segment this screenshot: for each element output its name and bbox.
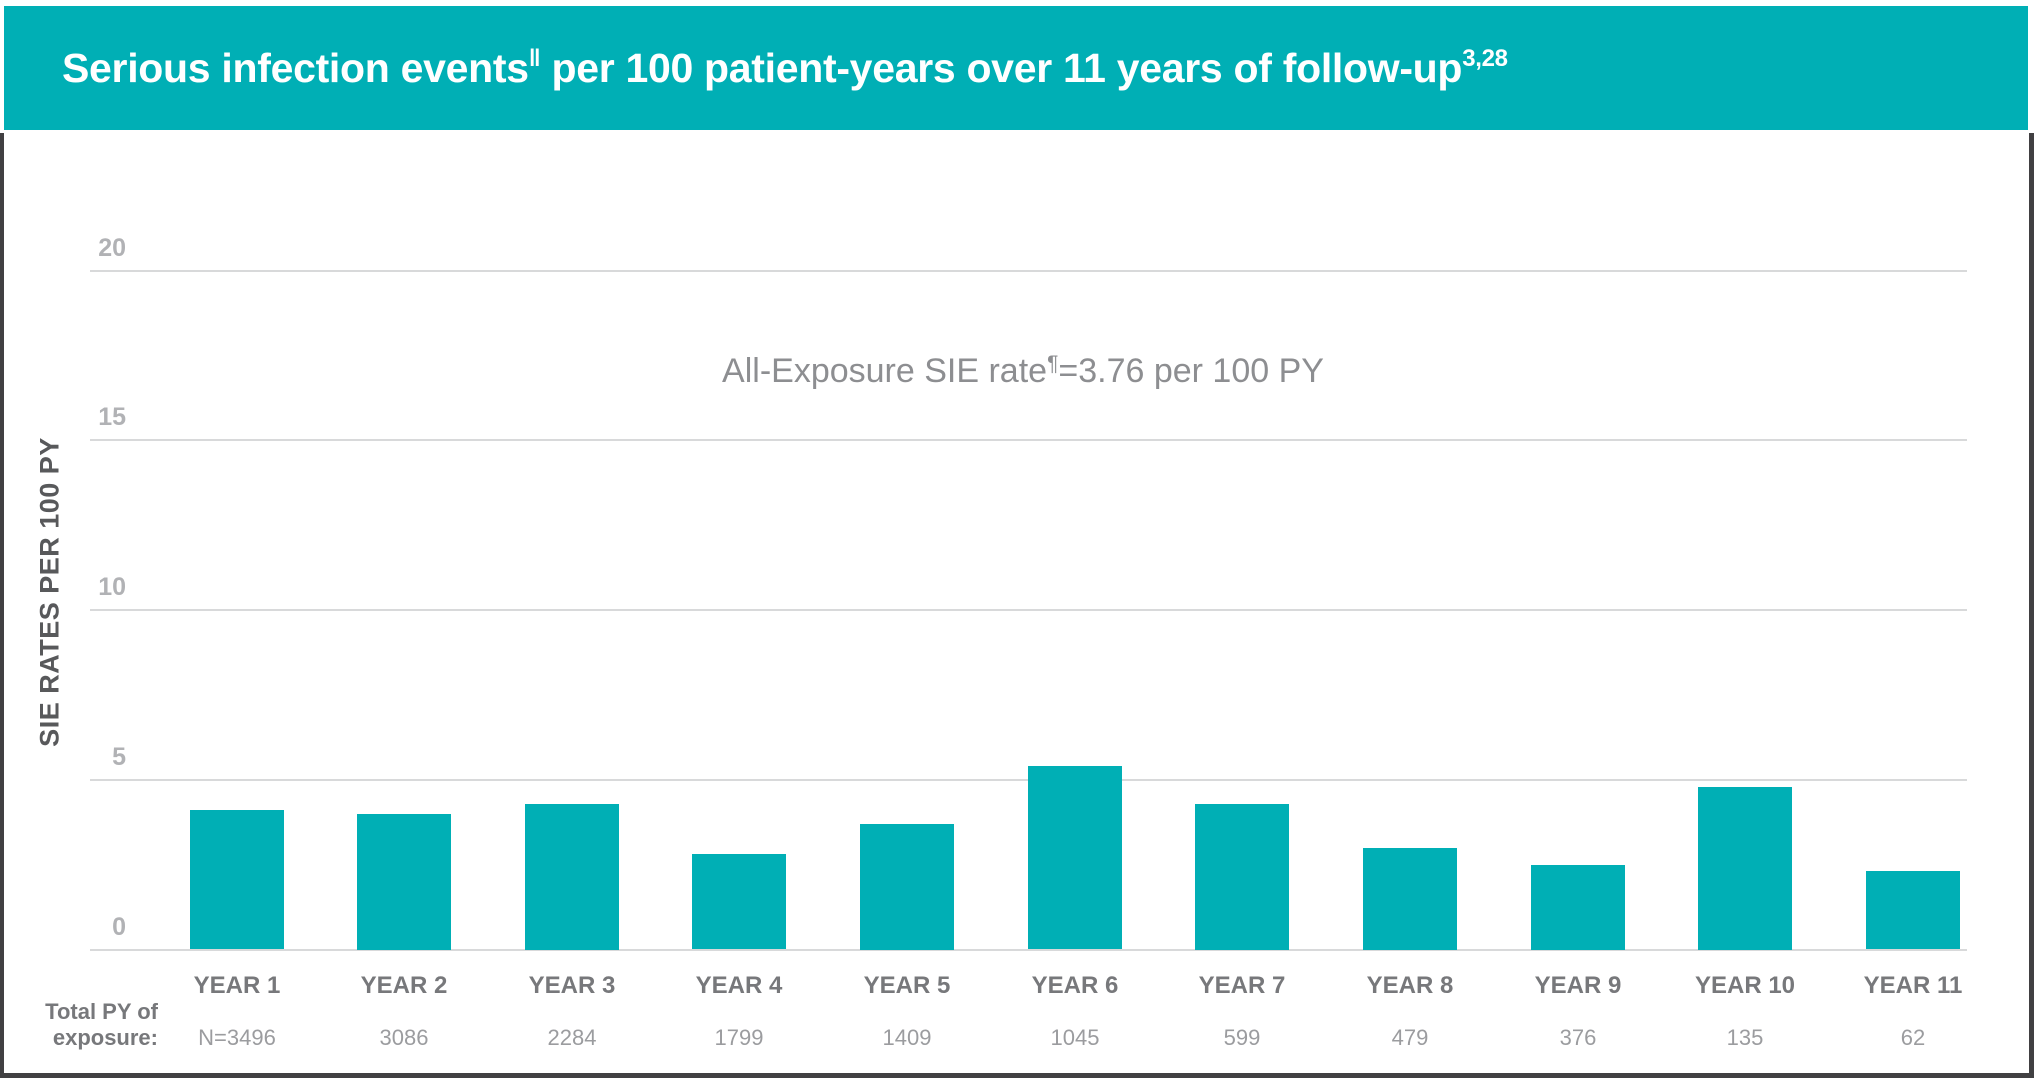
x-label-year-8: YEAR 8: [1366, 972, 1454, 999]
bar-year-7: [1195, 804, 1289, 950]
x-label-year-7: YEAR 7: [1198, 972, 1286, 999]
exposure-value-year-11: 62: [1900, 1025, 1926, 1050]
gridline-y-10: [90, 609, 1967, 611]
exposure-value-year-9: 376: [1559, 1025, 1597, 1050]
bar-year-2: [357, 814, 451, 950]
x-label-year-3: YEAR 3: [528, 972, 616, 999]
exposure-value-year-7: 599: [1223, 1025, 1261, 1050]
frame-border-bottom: [0, 1073, 2034, 1078]
x-label-year-10: YEAR 10: [1694, 972, 1796, 999]
x-label-year-9: YEAR 9: [1534, 972, 1622, 999]
exposure-value-year-3: 2284: [547, 1025, 597, 1050]
exposure-value-year-6: 1045: [1050, 1025, 1100, 1050]
exposure-row-label-line1: Total PY of: [45, 999, 158, 1024]
y-tick-label-15: 15: [98, 403, 126, 431]
exposure-row-label: Total PY of exposure:: [0, 999, 158, 1051]
annotation-superscript-pilcrow: ¶: [1047, 352, 1059, 375]
bar-year-3: [525, 804, 619, 950]
bar-year-8: [1363, 848, 1457, 950]
y-tick-label-5: 5: [112, 743, 126, 771]
exposure-value-year-2: 3086: [379, 1025, 429, 1050]
all-exposure-annotation: All-Exposure SIE rate¶=3.76 per 100 PY: [623, 352, 1423, 391]
x-label-year-5: YEAR 5: [863, 972, 951, 999]
exposure-value-year-1: N=3496: [198, 1025, 276, 1050]
title-superscript-dagger: ‖: [528, 44, 541, 72]
frame-border-right: [2029, 133, 2034, 1078]
x-label-year-1: YEAR 1: [193, 972, 281, 999]
y-tick-label-20: 20: [98, 234, 126, 262]
bar-year-6: [1028, 766, 1122, 949]
title-text-main: Serious infection events: [62, 44, 529, 91]
x-label-year-11: YEAR 11: [1863, 972, 1963, 999]
bar-year-9: [1531, 865, 1625, 950]
exposure-value-year-4: 1799: [714, 1025, 764, 1050]
bar-year-1: [190, 810, 284, 949]
exposure-row-label-line2: exposure:: [52, 1025, 158, 1050]
gridline-y-15: [90, 439, 1967, 441]
annotation-text-pre: All-Exposure SIE rate: [722, 352, 1048, 390]
bar-year-4: [692, 854, 786, 949]
x-label-year-6: YEAR 6: [1031, 972, 1119, 999]
bar-year-5: [860, 824, 954, 950]
exposure-value-year-10: 135: [1726, 1025, 1764, 1050]
exposure-value-year-5: 1409: [882, 1025, 932, 1050]
annotation-text-post: =3.76 per 100 PY: [1058, 352, 1324, 390]
gridline-y-0: [90, 949, 1967, 951]
title-superscript-refs: 3,28: [1462, 44, 1508, 72]
x-label-year-4: YEAR 4: [695, 972, 783, 999]
header-banner: Serious infection events‖ per 100 patien…: [4, 6, 2028, 130]
title-text-mid: per 100 patient-years over 11 years of f…: [540, 44, 1463, 91]
gridline-y-20: [90, 270, 1967, 272]
y-tick-label-10: 10: [98, 573, 126, 601]
frame-border-left: [0, 133, 4, 1078]
bar-year-11: [1866, 871, 1960, 949]
page-title: Serious infection events‖ per 100 patien…: [62, 45, 1508, 92]
bar-year-10: [1698, 787, 1792, 950]
exposure-value-year-8: 479: [1391, 1025, 1429, 1050]
x-label-year-2: YEAR 2: [360, 972, 448, 999]
y-tick-label-0: 0: [112, 913, 126, 941]
